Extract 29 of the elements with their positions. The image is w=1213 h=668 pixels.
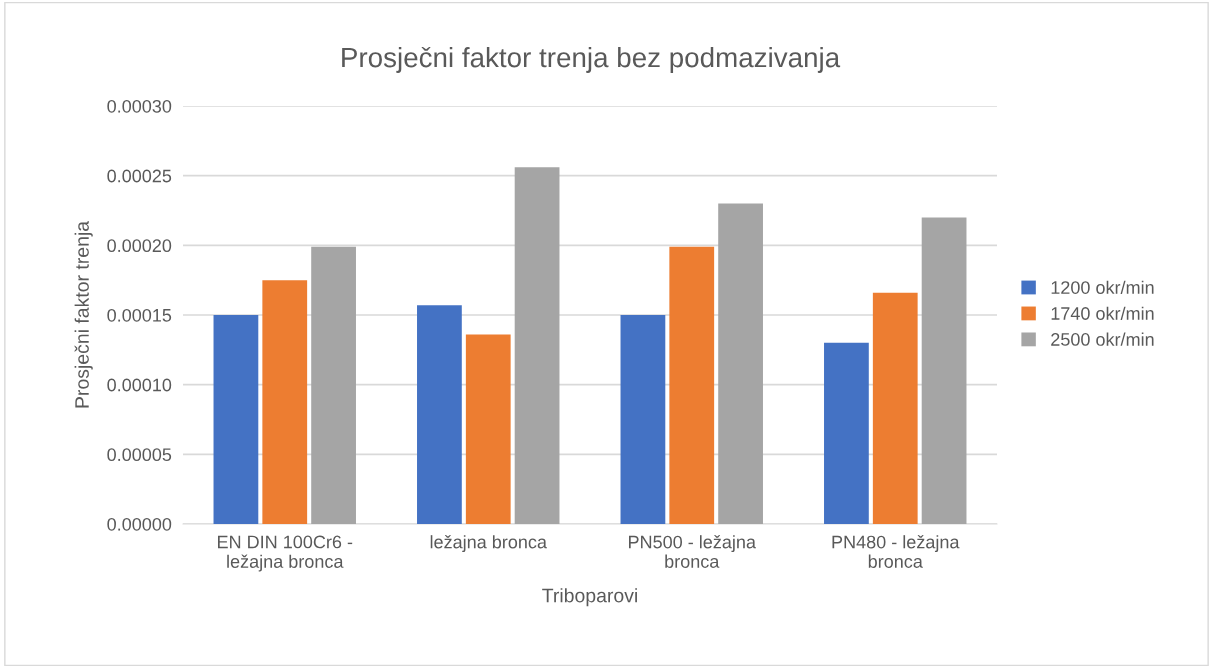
bar [262,280,308,524]
x-tick-label: EN DIN 100Cr6 - ležajna bronca [218,535,353,572]
legend-label: 2500 okr/min [1051,332,1154,346]
x-axis-title: Triboparovi [542,588,637,607]
bar [213,315,259,524]
y-tick-label: 0.00005 [107,448,172,462]
y-tick-label: 0.00000 [107,517,172,531]
bar [718,203,763,524]
x-tick-label: ležajna bronca [430,535,547,552]
y-tick-label: 0.00020 [107,239,172,253]
bar [465,334,511,524]
bar [669,246,715,524]
bar [921,217,967,524]
x-tick-label: PN500 - ležajna bronca [629,535,756,568]
y-tick-label: 0.00025 [107,169,172,183]
bar [824,342,869,524]
y-tick-label: 0.00015 [107,308,172,322]
y-axis-title: Prosječni faktor trenja [74,220,93,408]
x-tick-label: PN480 - ležajna bronca [832,535,960,568]
bar [311,246,356,524]
bar [872,292,918,524]
legend-label: 1740 okr/min [1051,306,1154,320]
legend-label: 1200 okr/min [1051,280,1154,294]
bar [417,305,462,524]
chart-title: Prosječni faktor trenja bez podmazivanja [342,46,841,73]
bar [514,167,560,524]
bar [620,315,666,524]
y-tick-label: 0.00010 [107,378,172,392]
y-tick-label: 0.00030 [107,99,172,113]
